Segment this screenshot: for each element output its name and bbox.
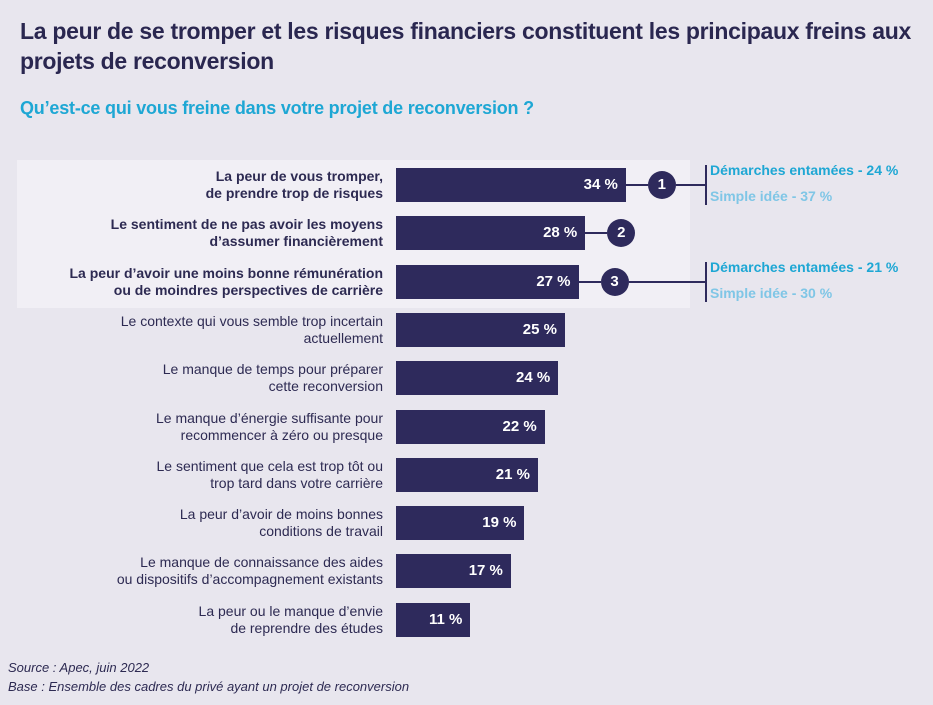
- category-label-line: Le sentiment que cela est trop tôt ou: [156, 457, 383, 474]
- category-label: Le manque de connaissance des aides ou di…: [3, 554, 383, 588]
- category-label: Le sentiment que cela est trop tôt ou tro…: [3, 458, 383, 492]
- category-label: Le manque d’énergie suffisante pour recom…: [3, 410, 383, 444]
- detail-connector-line: [628, 280, 705, 283]
- detail-bracket: [705, 165, 707, 205]
- category-label-line: Le manque d’énergie suffisante pour: [155, 409, 383, 426]
- bar-value-label: 11 %: [428, 610, 463, 628]
- bar: 17 %: [396, 554, 511, 589]
- bar-value-label: 21 %: [495, 465, 530, 483]
- category-label-line: cette reconversion: [268, 378, 383, 395]
- category-label-line: de prendre trop de risques: [205, 185, 383, 201]
- category-label-line: Le manque de connaissance des aides: [140, 554, 383, 571]
- category-label-line: Le contexte qui vous semble trop incerta…: [120, 312, 383, 329]
- bar-value-label: 24 %: [516, 369, 551, 387]
- bar: 25 %: [396, 312, 565, 347]
- bar-value-label: 25 %: [522, 320, 557, 338]
- category-label-line: La peur ou le manque d’envie: [198, 602, 383, 619]
- bar: 28 %: [396, 216, 586, 251]
- category-label: La peur d’avoir de moins bonnes condition…: [3, 506, 383, 540]
- category-label: Le sentiment de ne pas avoir les moyens d…: [3, 216, 383, 250]
- category-label-line: La peur d’avoir de moins bonnes: [179, 506, 383, 523]
- breakdown-label: Simple idée - 37 %: [710, 188, 833, 204]
- bar: 11 %: [396, 602, 471, 637]
- category-label-line: conditions de travail: [259, 523, 383, 540]
- category-label: Le contexte qui vous semble trop incerta…: [3, 313, 383, 347]
- breakdown-label: Simple idée - 30 %: [710, 284, 833, 301]
- category-label-line: recommencer à zéro ou presque: [180, 426, 383, 443]
- rank-badge: 3: [600, 267, 629, 296]
- category-label-line: actuellement: [303, 329, 383, 346]
- rank-badge: 1: [647, 171, 676, 199]
- category-label-line: d’assumer financièrement: [209, 233, 383, 250]
- category-label-line: de reprendre des études: [230, 619, 383, 636]
- bar-value-label: 28 %: [543, 224, 578, 242]
- detail-bracket: [705, 261, 707, 302]
- bar-value-label: 34 %: [583, 176, 618, 193]
- bar: 34 %: [396, 168, 626, 202]
- category-label-line: La peur de vous tromper,: [215, 168, 383, 184]
- category-label: La peur ou le manque d’envie de reprendre…: [3, 603, 383, 637]
- bar-value-label: 19 %: [482, 514, 517, 532]
- category-label-line: ou dispositifs d’accompagnement existant…: [116, 571, 383, 588]
- category-label-line: ou de moindres perspectives de carrière: [113, 281, 383, 298]
- rank-connector-line: [625, 184, 648, 186]
- chart-title: La peur de se tromper et les risques fin…: [20, 18, 911, 74]
- category-label-line: Le manque de temps pour préparer: [162, 361, 383, 378]
- bar: 19 %: [396, 506, 525, 541]
- category-label: La peur de vous tromper, de prendre trop …: [3, 168, 383, 202]
- bar-value-label: 22 %: [502, 417, 537, 435]
- category-label: La peur d’avoir une moins bonne rémunéra…: [3, 264, 384, 299]
- bar-value-label: 17 %: [468, 562, 503, 580]
- category-label-line: trop tard dans votre carrière: [210, 474, 383, 491]
- bar: 21 %: [396, 457, 538, 492]
- detail-connector-line: [675, 184, 705, 186]
- rank-badge: 2: [607, 219, 636, 248]
- source-note: Source : Apec, juin 2022: [8, 660, 150, 675]
- rank-connector-line: [585, 232, 608, 235]
- bar: 24 %: [396, 361, 559, 396]
- breakdown-label: Démarches entamées - 24 %: [710, 162, 899, 178]
- bar-value-label: 27 %: [536, 272, 571, 290]
- category-label-line: Le sentiment de ne pas avoir les moyens: [110, 216, 383, 233]
- chart-subtitle: Qu’est-ce qui vous freine dans votre pro…: [20, 98, 534, 118]
- category-label: Le manque de temps pour préparer cette re…: [3, 361, 383, 395]
- bar: 27 %: [396, 264, 579, 299]
- base-note: Base : Ensemble des cadres du privé ayan…: [8, 679, 410, 694]
- bar: 22 %: [396, 409, 545, 444]
- rank-connector-line: [578, 280, 601, 283]
- category-label-line: La peur d’avoir une moins bonne rémunéra…: [69, 264, 384, 281]
- breakdown-label: Démarches entamées - 21 %: [710, 258, 899, 275]
